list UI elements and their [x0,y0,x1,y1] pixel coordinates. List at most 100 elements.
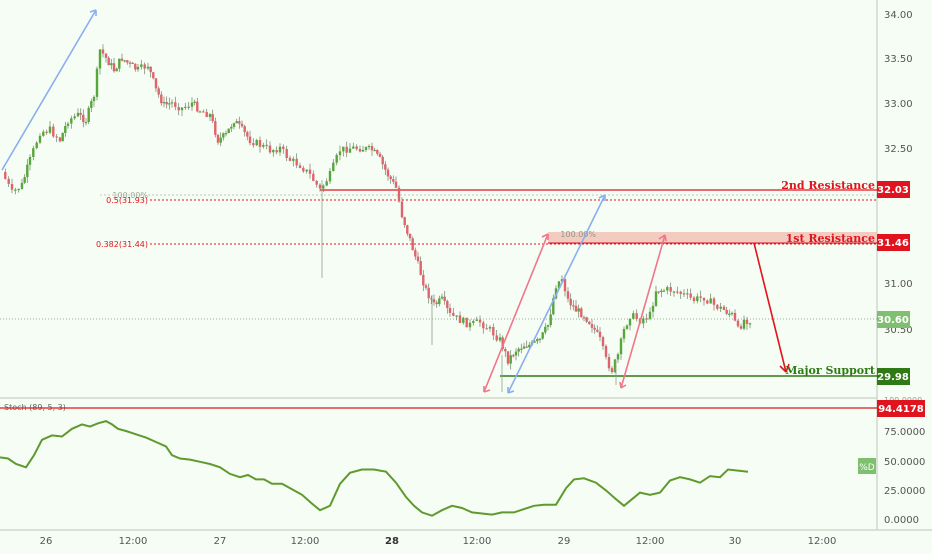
candle-down [702,297,706,301]
candle-up [227,128,230,133]
candle-down [739,326,743,329]
price-tick: 31.00 [884,279,913,290]
up-arrow-icon [89,9,97,16]
candle-down [585,317,588,322]
candle-up [110,63,113,66]
pink-arrow-line-1 [483,233,549,393]
candle-up [546,325,550,327]
candle-down [315,180,318,185]
candle-up [76,112,80,117]
time-tick: 27 [214,536,227,547]
candle-down [265,144,268,147]
candle-down [252,143,255,146]
candle-down [607,357,611,369]
candle-down [308,169,312,174]
down-arrow-icon [619,381,627,389]
time-tick: 12:00 [636,536,665,547]
candle-up [352,146,355,149]
candle-down [152,72,155,79]
candle-down [134,63,137,70]
candle-down [482,322,485,329]
candle-down [422,274,425,286]
stoch-tick: 0.0000 [884,515,919,526]
down-arrow-icon [483,386,491,393]
stoch-tick: 50.0000 [884,457,925,468]
up-arrow-icon [598,194,606,201]
candle-down [131,62,134,64]
candle-up [440,296,444,299]
time-tick: 12:00 [119,536,148,547]
price-axis[interactable]: 34.00 33.50 33.00 32.50 31.00 30.50 [884,10,913,336]
fib-05-label: 0.5(31.93) [106,196,148,205]
candle-up [475,319,478,321]
candle-up [184,106,187,108]
blue-arrow-line-2 [507,194,606,394]
candle-up [118,58,121,69]
stoch-axis[interactable]: 75.0000 50.0000 25.0000 0.0000 [884,427,925,526]
down-arrow-icon [507,387,515,394]
candle-down [495,335,498,341]
candle-down [177,107,180,111]
candle-down [435,302,438,305]
candle-down [699,296,702,298]
candle-up [748,323,752,325]
candle-down [386,169,390,177]
major-support-badge [877,368,910,385]
candle-down [101,49,105,54]
candle-down [384,164,387,170]
candle-down [288,157,292,161]
candle-down [112,63,116,72]
candle-up [305,169,308,172]
fib-100-mid-label: 100.00% [560,230,596,239]
candle-down [120,58,124,61]
candle-up [140,64,143,67]
candle-down [397,187,401,202]
candle-up [87,107,90,122]
candle-down [593,327,596,330]
candle-down [275,150,278,153]
candle-down [590,324,594,328]
candle-down [248,136,252,144]
projection-arrows [1,9,790,394]
time-tick: 26 [40,536,53,547]
candle-down [430,298,433,300]
candle-down [216,134,220,143]
candle-down [370,146,374,151]
candle-up [338,151,342,156]
candle-up [42,131,45,136]
candle-up [230,126,233,129]
candle-up [28,157,32,165]
candle-up [709,298,712,304]
candle-down [238,121,241,124]
candle-up [549,314,552,326]
candle-up [520,348,523,350]
candle-up [23,177,26,183]
candle-down [214,121,217,135]
candle-down [706,300,709,304]
candle-up [255,140,258,146]
time-axis[interactable]: 26 12:00 27 12:00 28 12:00 29 12:00 30 1… [40,536,837,547]
candle-up [84,122,88,124]
candle-down [458,315,462,323]
candle-up [696,296,699,301]
candle-down [82,114,85,123]
candle-down [414,250,417,257]
second-resistance-value: 32.03 [877,185,909,196]
candle-up [544,326,547,333]
candle-up [533,341,536,343]
candle-down [427,287,430,299]
candle-down [406,225,409,234]
first-resistance-value: 31.46 [877,238,909,249]
candle-down [295,158,298,166]
candle-up [528,344,531,348]
candle-down [601,337,605,347]
candle-down [645,318,648,320]
candle-down [492,327,495,336]
candle-down [574,305,578,312]
candle-up [61,132,64,142]
candle-down [202,111,205,113]
second-resistance-badge [877,181,910,198]
